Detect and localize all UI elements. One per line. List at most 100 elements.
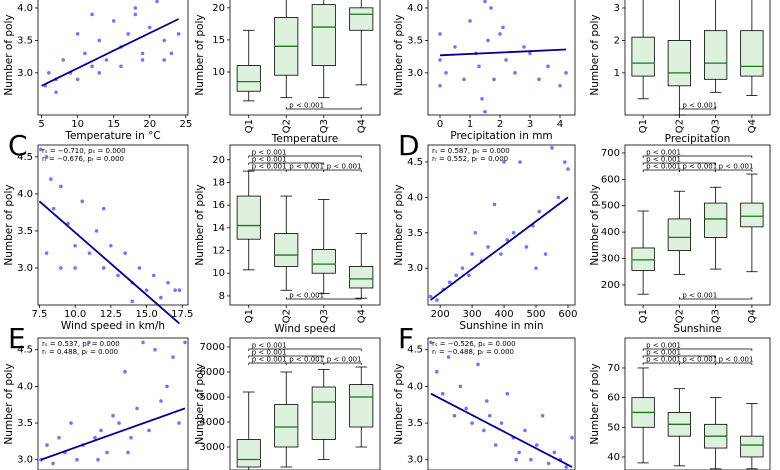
panel-label: E [8,322,26,355]
point [460,266,465,270]
point [116,273,120,278]
point [39,147,43,152]
point [429,340,433,345]
significance-label: p < 0.001 [327,356,362,364]
x-tick-label: Q3 [319,119,330,133]
point [140,58,145,62]
point [59,184,63,189]
x-tick-label: 12.5 [100,309,122,320]
x-tick-label: 1 [467,119,473,130]
point [99,428,103,433]
point [446,355,451,359]
point [87,340,91,345]
point [505,391,510,396]
point [101,266,106,270]
significance-label: p < 0.001 [327,163,362,171]
significance-label: p < 0.001 [289,163,324,171]
point [162,58,167,62]
point [558,84,562,88]
x-axis-label: Wind speed [274,323,335,335]
point [123,251,127,255]
x-axis-label: Wind speed in km/h [61,320,165,332]
x-tick-label: 15.0 [135,309,157,320]
box [311,4,336,66]
point [61,58,66,62]
x-tick-label: Q2 [674,309,685,323]
point [101,206,106,211]
box [274,233,299,267]
correlation-text: rᵣ = 0.488, pᵣ = 0.000 [42,348,118,356]
y-tick-label: 500 [601,201,620,212]
significance-bracket [248,348,362,351]
point [147,25,152,30]
y-axis-label: Number of poly [3,363,15,444]
y-axis-label: Number of poly [393,184,405,265]
y-tick-label: 3.5 [407,418,423,429]
y-axis-label: Number of poly [194,184,206,265]
y-tick-label: 300 [601,254,620,265]
panel-label: F [398,322,414,355]
y-tick-label: 7000 [200,342,225,353]
point [534,443,539,447]
box [311,248,336,274]
point [141,340,145,345]
point [453,45,457,49]
point [473,230,478,235]
point [111,19,116,23]
y-axis-label: Number of poly [589,363,601,444]
y-tick-label: 400 [601,227,620,238]
y-tick-label: 10 [212,268,225,279]
y-tick-label: 4.0 [17,3,33,14]
box [740,435,764,458]
y-tick-label: 3.0 [407,455,423,466]
y-tick-label: 3.5 [17,418,33,429]
point [470,421,474,425]
significance-label: p < 0.001 [646,156,681,164]
point [140,51,145,56]
regression-line [439,48,567,57]
point [162,38,167,43]
plot-frame [229,337,381,470]
significance-label: p < 0.001 [646,356,681,364]
x-axis-label: Sunshine [673,323,721,335]
point [537,209,542,214]
y-tick-label: 1 [614,68,620,79]
plot-frame [624,144,771,306]
y-tick-label: 3.5 [407,228,423,239]
y-tick-label: 14 [212,223,225,234]
point [176,32,181,36]
point [75,32,80,36]
y-tick-label: 3 [614,3,620,14]
point [90,12,94,17]
correlation-text: rᵣ = −0.676, pᵣ = 0.000 [42,155,124,163]
point [511,230,516,235]
y-tick-label: 50 [607,422,620,433]
regression-line [41,18,180,87]
point [45,443,49,447]
x-tick-label: 5 [38,119,44,130]
point [476,362,480,367]
x-tick-label: 3 [527,119,533,130]
correlation-text: rₛ = −0.526, pₛ = 0.000 [432,340,516,348]
y-tick-label: 3.5 [17,226,33,237]
y-tick-label: 3.5 [17,35,33,46]
point [133,6,138,10]
point [492,202,497,207]
point [80,199,85,204]
point [546,461,551,466]
panel-label: C [8,129,28,162]
point [464,406,469,411]
significance-bracket [679,107,716,110]
point [94,229,99,233]
y-tick-label: 20 [212,155,225,166]
point [486,38,490,43]
point [540,413,545,418]
point [147,428,151,433]
significance-bracket [642,355,716,358]
point [518,160,522,164]
point [177,421,181,425]
point [54,90,58,95]
significance-bracket [642,162,716,165]
box [349,384,374,428]
point [137,266,142,270]
